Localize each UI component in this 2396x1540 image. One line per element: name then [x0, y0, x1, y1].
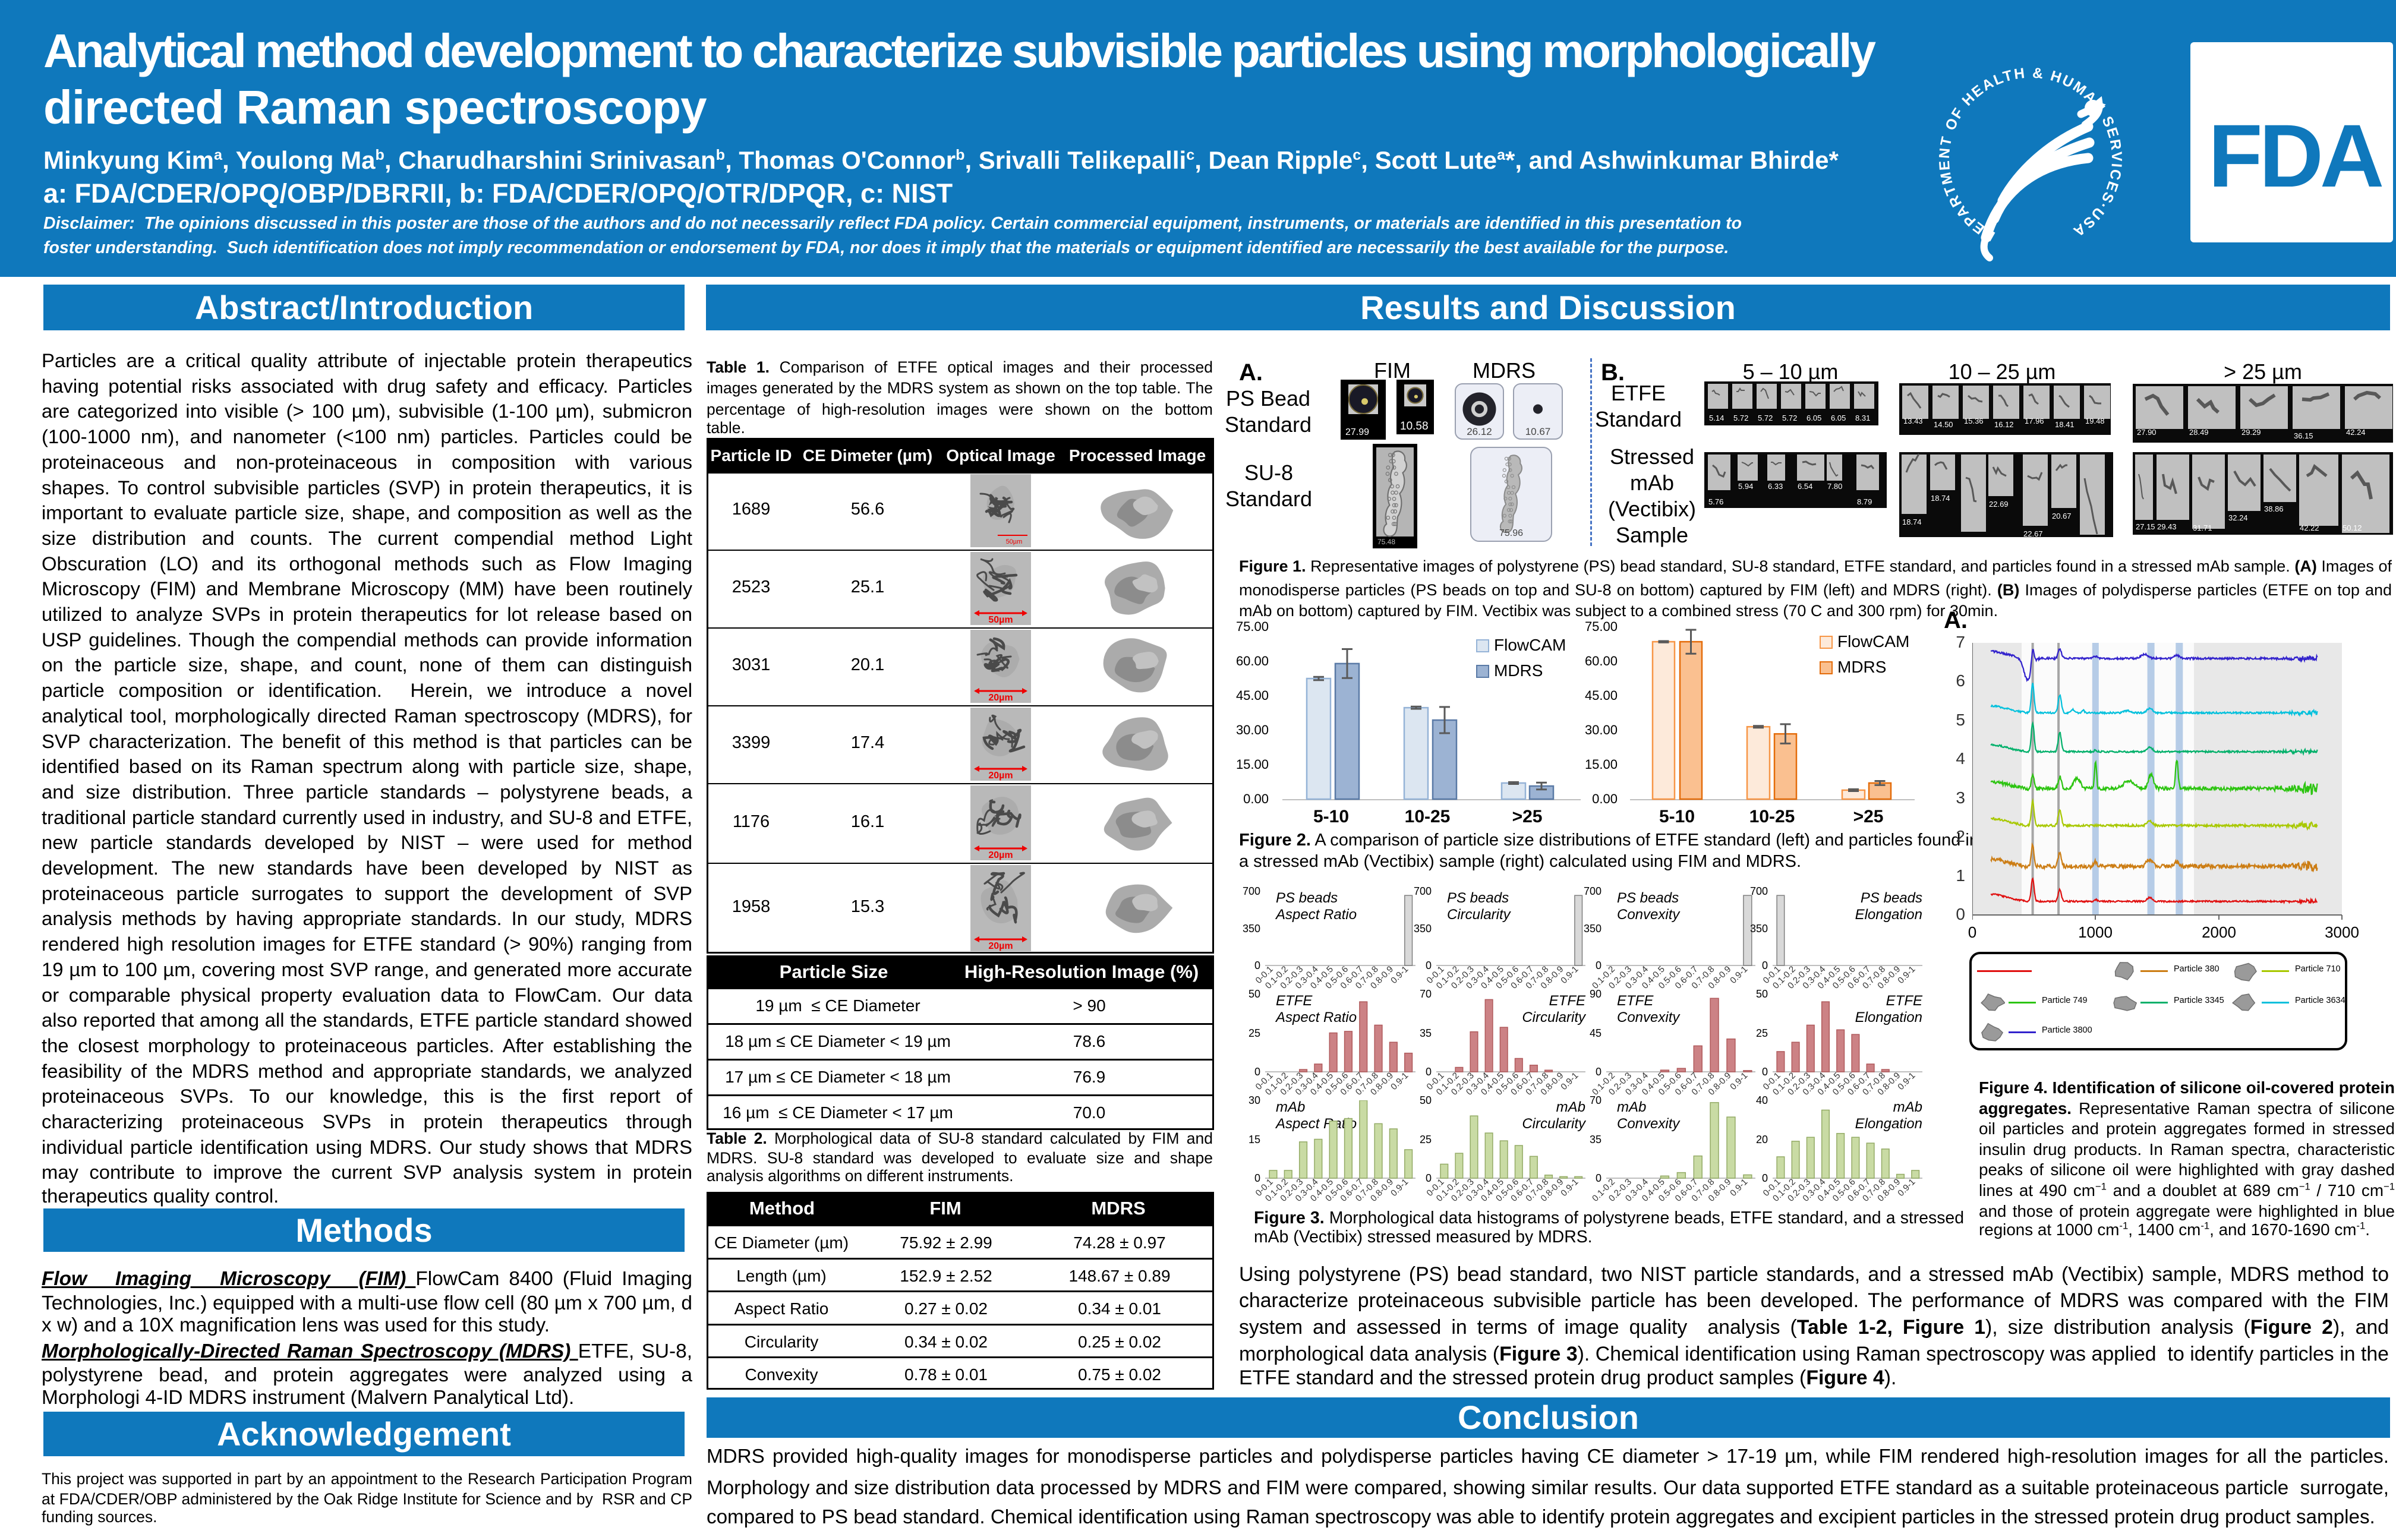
- svg-text:29.29: 29.29: [2241, 428, 2261, 437]
- svg-text:0.9-1: 0.9-1: [1896, 1177, 1917, 1198]
- svg-text:13.43: 13.43: [1903, 416, 1923, 425]
- svg-text:0.9-1: 0.9-1: [1896, 1071, 1917, 1092]
- svg-text:6.54: 6.54: [1798, 482, 1812, 491]
- svg-text:50.12: 50.12: [2343, 523, 2362, 532]
- svg-text:27.15: 27.15: [2136, 522, 2155, 531]
- svg-text:42.24: 42.24: [2346, 428, 2366, 437]
- svg-text:17.96: 17.96: [2025, 416, 2044, 425]
- svg-text:36.15: 36.15: [2294, 431, 2313, 440]
- svg-text:DEPARTMENT OF HEALTH & HUMAN S: DEPARTMENT OF HEALTH & HUMAN SERVICES·US…: [1938, 65, 2123, 244]
- svg-text:31.71: 31.71: [2193, 523, 2212, 532]
- svg-text:6.33: 6.33: [1768, 482, 1783, 491]
- svg-text:6.05: 6.05: [1831, 414, 1846, 422]
- svg-text:5.14: 5.14: [1709, 414, 1724, 422]
- svg-text:42.22: 42.22: [2300, 523, 2319, 532]
- svg-text:32.24: 32.24: [2228, 513, 2248, 522]
- svg-text:5.72: 5.72: [1733, 414, 1748, 422]
- svg-text:5.94: 5.94: [1738, 482, 1753, 491]
- svg-text:26.12: 26.12: [1467, 426, 1492, 437]
- svg-text:18.74: 18.74: [1902, 517, 1922, 526]
- svg-text:20µm: 20µm: [988, 771, 1013, 781]
- svg-text:19.48: 19.48: [2085, 416, 2105, 425]
- svg-text:0.9-1: 0.9-1: [1389, 1177, 1410, 1198]
- svg-text:21.84: 21.84: [1962, 535, 1981, 537]
- svg-text:28.49: 28.49: [2189, 428, 2209, 437]
- svg-text:50µm: 50µm: [1006, 538, 1023, 545]
- svg-text:38.86: 38.86: [2264, 504, 2284, 513]
- svg-text:0.9-1: 0.9-1: [1389, 964, 1410, 986]
- svg-text:22.69: 22.69: [1989, 500, 2009, 509]
- svg-text:8.31: 8.31: [1855, 414, 1870, 422]
- svg-text:15.36: 15.36: [1964, 416, 1984, 425]
- svg-text:5.72: 5.72: [1782, 414, 1797, 422]
- svg-text:18.41: 18.41: [2055, 420, 2075, 429]
- svg-text:10.58: 10.58: [1400, 420, 1429, 433]
- svg-text:0.9-1: 0.9-1: [1896, 964, 1917, 986]
- svg-text:20.67: 20.67: [2052, 512, 2072, 520]
- svg-text:18.74: 18.74: [1931, 494, 1950, 503]
- svg-text:10.67: 10.67: [1525, 426, 1551, 437]
- svg-text:5.72: 5.72: [1758, 414, 1773, 422]
- svg-text:14.50: 14.50: [1934, 420, 1953, 429]
- svg-text:27.99: 27.99: [1345, 427, 1369, 437]
- svg-text:20µm: 20µm: [988, 850, 1013, 860]
- svg-text:20µm: 20µm: [988, 941, 1013, 951]
- svg-text:75.96: 75.96: [1499, 528, 1523, 538]
- svg-text:8.79: 8.79: [1857, 497, 1872, 506]
- svg-text:7.80: 7.80: [1827, 482, 1842, 491]
- svg-text:16.12: 16.12: [1994, 420, 2014, 429]
- svg-text:29.43: 29.43: [2157, 522, 2177, 531]
- svg-text:50µm: 50µm: [988, 615, 1013, 625]
- svg-text:20µm: 20µm: [988, 693, 1013, 703]
- svg-text:22.67: 22.67: [2023, 529, 2043, 537]
- svg-text:27.90: 27.90: [2137, 428, 2157, 437]
- svg-text:5.76: 5.76: [1708, 497, 1723, 506]
- svg-text:0.9-1: 0.9-1: [1389, 1071, 1410, 1092]
- svg-text:75.48: 75.48: [1377, 538, 1395, 546]
- svg-text:6.05: 6.05: [1807, 414, 1821, 422]
